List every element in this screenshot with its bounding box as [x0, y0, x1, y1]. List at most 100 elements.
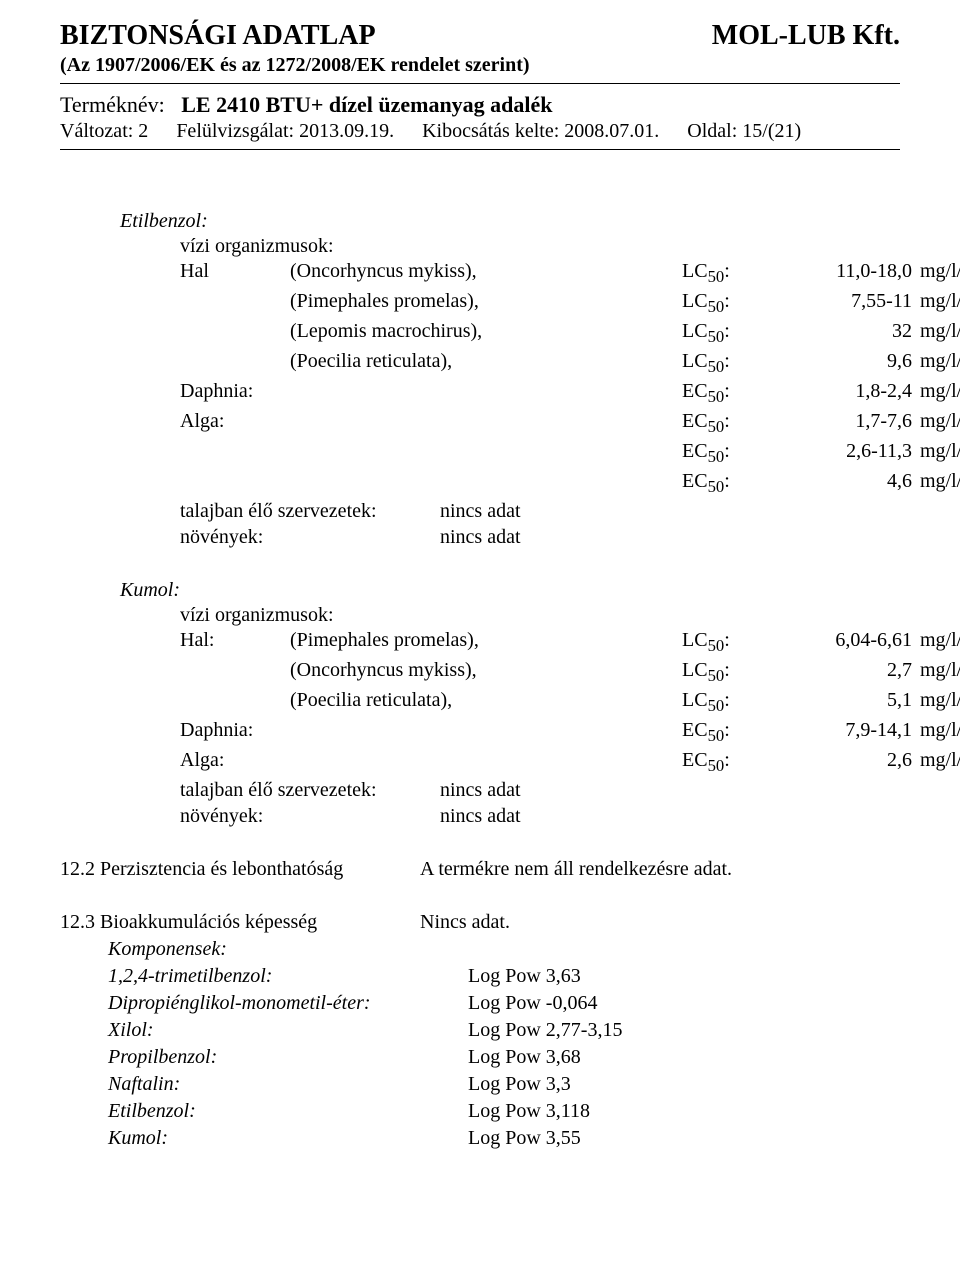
components-label: Komponensek:	[60, 936, 468, 963]
component-row: Propilbenzol:Log Pow 3,68	[60, 1044, 900, 1071]
row-label	[180, 288, 290, 318]
row-label: Alga:	[180, 408, 290, 438]
data-row: Daphnia:EC50:7,9-14,1mg/l/48 óra	[60, 717, 960, 747]
row-value: 1,7-7,6	[772, 408, 920, 438]
sec12-2-num: 12.2	[60, 858, 95, 880]
row-unit: mg/l/96 óra	[920, 318, 960, 348]
meta-revision: Felülvizsgálat: 2013.09.19.	[176, 120, 394, 143]
row-metric: EC50:	[682, 438, 772, 468]
row-unit: mg/l/72 óra	[920, 747, 960, 777]
plants-value: nincs adat	[440, 524, 960, 550]
row-unit: mg/l/96 óra	[920, 627, 960, 657]
row-unit: mg/l/96 óra	[920, 288, 960, 318]
header-top: BIZTONSÁGI ADATLAP MOL-LUB Kft.	[60, 20, 900, 52]
soil-value: nincs adat	[440, 498, 960, 524]
regulation-line: (Az 1907/2006/EK és az 1272/2008/EK rend…	[60, 54, 900, 77]
row-unit: mg/l/72 óra	[920, 468, 960, 498]
plants-row: növények: nincs adat	[60, 524, 960, 550]
row-unit: mg/l/48 óra	[920, 378, 960, 408]
divider	[60, 83, 900, 84]
component-value: Log Pow 3,55	[468, 1125, 900, 1152]
aquatic-label: vízi organizmusok:	[60, 604, 900, 627]
row-metric: EC50:	[682, 717, 772, 747]
row-metric: LC50:	[682, 348, 772, 378]
sec12-3-value: Nincs adat.	[420, 909, 900, 936]
row-unit: mg/l/96 óra	[920, 408, 960, 438]
row-label	[180, 348, 290, 378]
row-unit: mg/l/96 óra	[920, 657, 960, 687]
data-row: Alga: EC50:1,7-7,6mg/l/96 óra	[60, 408, 960, 438]
row-label: Daphnia:	[180, 378, 290, 408]
component-row: Xilol:Log Pow 2,77-3,15	[60, 1017, 900, 1044]
component-name: Xilol:	[60, 1017, 468, 1044]
row-species: (Poecilia reticulata),	[290, 348, 682, 378]
row-metric: LC50:	[682, 627, 772, 657]
component-value: Log Pow 3,118	[468, 1098, 900, 1125]
row-unit: mg/l/48 óra	[920, 717, 960, 747]
row-label: Hal:	[180, 627, 290, 657]
row-value: 2,6	[772, 747, 920, 777]
row-value: 5,1	[772, 687, 920, 717]
component-value: Log Pow 3,68	[468, 1044, 900, 1071]
row-label	[180, 657, 290, 687]
row-metric: EC50:	[682, 408, 772, 438]
aquatic-label: vízi organizmusok:	[60, 235, 900, 258]
row-unit: mg/l/96 óra	[920, 687, 960, 717]
soil-value: nincs adat	[440, 777, 960, 803]
row-value: 9,6	[772, 348, 920, 378]
row-metric: EC50:	[682, 468, 772, 498]
data-row: (Pimephales promelas),LC50:7,55-11mg/l/9…	[60, 288, 960, 318]
soil-label: talajban élő szervezetek:	[180, 498, 440, 524]
data-row: EC50:4,6mg/l/72 óra	[60, 468, 960, 498]
row-value: 2,7	[772, 657, 920, 687]
plants-value: nincs adat	[440, 803, 960, 829]
doc-title: BIZTONSÁGI ADATLAP	[60, 20, 376, 52]
section-12-3: 12.3 Bioakkumulációs képesség Nincs adat…	[60, 909, 900, 1152]
component-row: Kumol:Log Pow 3,55	[60, 1125, 900, 1152]
component-value: Log Pow 3,3	[468, 1071, 900, 1098]
sec12-2-value: A termékre nem áll rendelkezésre adat.	[420, 856, 900, 883]
row-species	[290, 408, 682, 438]
component-row: 1,2,4-trimetilbenzol:Log Pow 3,63	[60, 963, 900, 990]
data-row: Hal:(Pimephales promelas),LC50:6,04-6,61…	[60, 627, 960, 657]
component-name: 1,2,4-trimetilbenzol:	[60, 963, 468, 990]
company-name: MOL-LUB Kft.	[712, 20, 900, 52]
data-row: (Lepomis macrochirus),LC50:32mg/l/96 óra	[60, 318, 960, 348]
meta-line: Változat: 2 Felülvizsgálat: 2013.09.19. …	[60, 120, 900, 143]
row-value: 4,6	[772, 468, 920, 498]
row-label	[180, 468, 290, 498]
plants-label: növények:	[180, 803, 440, 829]
row-species	[290, 468, 682, 498]
data-row: Daphnia:EC50:1,8-2,4mg/l/48 óra	[60, 378, 960, 408]
row-metric: EC50:	[682, 747, 772, 777]
divider	[60, 149, 900, 150]
row-species: (Oncorhyncus mykiss),	[290, 258, 682, 288]
row-label	[180, 438, 290, 468]
component-rows: 1,2,4-trimetilbenzol:Log Pow 3,63Dipropi…	[60, 963, 900, 1152]
row-species	[290, 378, 682, 408]
row-species: (Oncorhyncus mykiss),	[290, 657, 682, 687]
row-value: 7,55-11	[772, 288, 920, 318]
product-label: Terméknév:	[60, 92, 165, 117]
row-metric: LC50:	[682, 657, 772, 687]
plants-label: növények:	[180, 524, 440, 550]
etilbenzol-title: Etilbenzol:	[60, 210, 900, 233]
row-value: 7,9-14,1	[772, 717, 920, 747]
page: BIZTONSÁGI ADATLAP MOL-LUB Kft. (Az 1907…	[0, 0, 960, 1192]
etilbenzol-block: Etilbenzol: vízi organizmusok: Hal(Oncor…	[60, 210, 900, 551]
etilbenzol-rows: Hal(Oncorhyncus mykiss),LC50:11,0-18,0mg…	[60, 258, 900, 498]
component-name: Kumol:	[60, 1125, 468, 1152]
product-line: Terméknév: LE 2410 BTU+ dízel üzemanyag …	[60, 92, 900, 118]
sec12-2-label: 12.2 Perzisztencia és lebonthatóság	[60, 856, 420, 883]
component-row: Dipropiénglikol-monometil-éter:Log Pow -…	[60, 990, 900, 1017]
soil-row: talajban élő szervezetek: nincs adat	[60, 498, 960, 524]
row-label: Alga:	[180, 747, 290, 777]
row-value: 2,6-11,3	[772, 438, 920, 468]
row-label	[180, 318, 290, 348]
component-value: Log Pow 3,63	[468, 963, 900, 990]
soil-label: talajban élő szervezetek:	[180, 777, 440, 803]
meta-version: Változat: 2	[60, 120, 148, 143]
data-row: Hal(Oncorhyncus mykiss),LC50:11,0-18,0mg…	[60, 258, 960, 288]
row-metric: EC50:	[682, 378, 772, 408]
kumol-title: Kumol:	[60, 579, 900, 602]
